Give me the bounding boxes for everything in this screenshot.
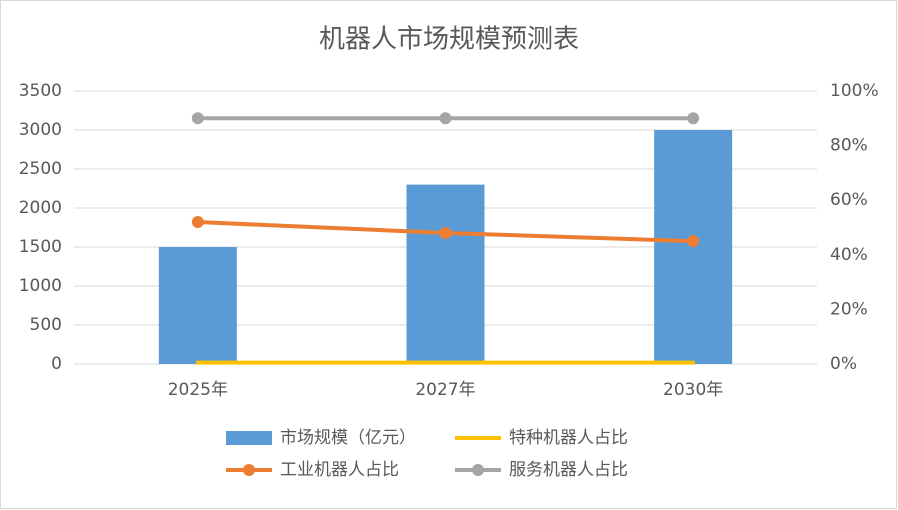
x-tick-label: 2027年 (415, 380, 475, 400)
bar (406, 184, 485, 364)
legend-label: 市场规模（亿元） (280, 428, 416, 448)
y2-tick-label: 100% (830, 81, 879, 101)
y-tick-label: 3500 (19, 81, 62, 101)
y-tick-label: 1500 (19, 237, 62, 257)
marker (439, 112, 452, 125)
y2-tick-label: 20% (830, 299, 868, 319)
bar (158, 247, 237, 364)
legend-label: 特种机器人占比 (509, 428, 628, 448)
y-tick-label: 2000 (19, 198, 62, 218)
marker (687, 112, 700, 125)
marker (687, 235, 700, 248)
marker (439, 226, 452, 239)
legend-swatch (226, 431, 272, 445)
y2-tick-label: 40% (830, 245, 868, 265)
x-tick-label: 2030年 (663, 380, 723, 400)
legend-marker (243, 464, 255, 476)
y2-tick-label: 60% (830, 190, 868, 210)
legend-marker (472, 464, 484, 476)
y-tick-label: 2500 (19, 159, 62, 179)
legend-label: 服务机器人占比 (509, 460, 628, 480)
y-tick-label: 500 (30, 315, 62, 335)
marker (191, 216, 204, 229)
legend-label: 工业机器人占比 (280, 460, 399, 480)
y2-tick-label: 80% (830, 136, 868, 156)
marker (191, 112, 204, 125)
chart-title: 机器人市场规模预测表 (319, 25, 579, 55)
x-tick-label: 2025年 (168, 380, 228, 400)
y-tick-label: 1000 (19, 276, 62, 296)
y-tick-label: 0 (51, 354, 62, 374)
y2-tick-label: 0% (830, 354, 857, 374)
y-tick-label: 3000 (19, 120, 62, 140)
